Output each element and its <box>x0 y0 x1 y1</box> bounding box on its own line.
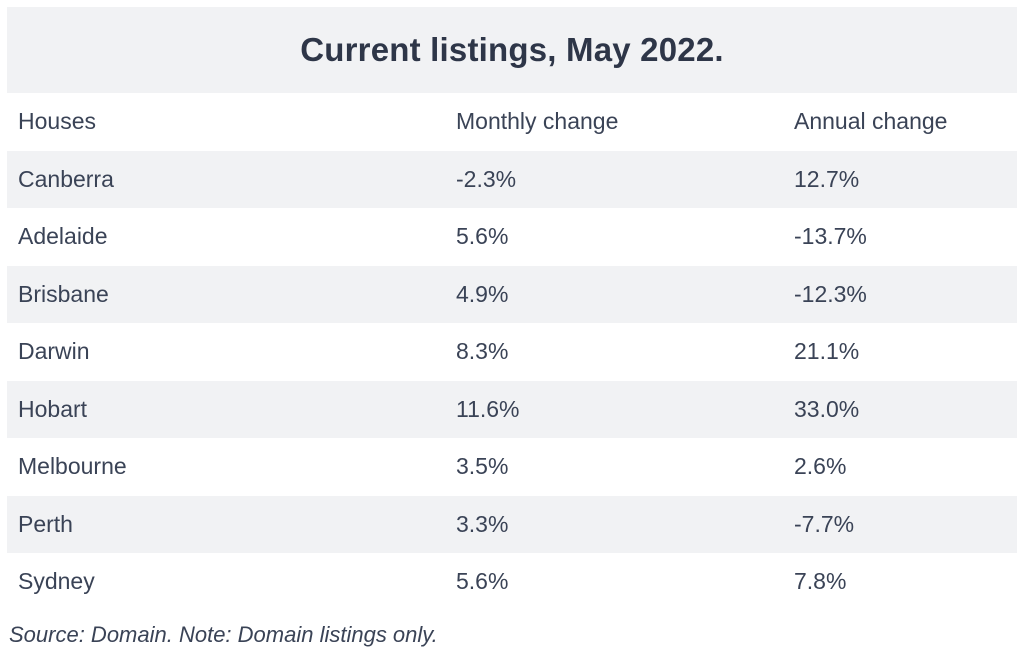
annual-change-cell: -12.3% <box>794 280 867 307</box>
annual-change-cell: -7.7% <box>794 510 855 537</box>
monthly-change-cell: -2.3% <box>456 165 517 192</box>
annual-change-cell: 33.0% <box>794 395 860 422</box>
listings-table: Houses Monthly change Annual change Canb… <box>7 93 1017 611</box>
monthly-change-cell: 5.6% <box>456 568 509 595</box>
monthly-change-cell: 11.6% <box>456 395 520 422</box>
monthly-change-cell: 5.6% <box>456 223 509 250</box>
header-row: Houses Monthly change Annual change <box>7 93 1017 151</box>
table-row: Sydney 5.6% 7.8% <box>7 553 1017 611</box>
annual-change-cell: 7.8% <box>794 568 847 595</box>
annual-change-cell: -13.7% <box>794 223 867 250</box>
annual-change-cell: 2.6% <box>794 453 847 480</box>
monthly-change-cell: 3.3% <box>456 510 509 537</box>
city-cell: Brisbane <box>18 280 109 307</box>
table-row: Darwin 8.3% 21.1% <box>7 323 1017 381</box>
monthly-change-cell: 4.9% <box>456 280 509 307</box>
city-cell: Canberra <box>18 165 114 192</box>
table-row: Hobart 11.6% 33.0% <box>7 380 1017 438</box>
table-row: Brisbane 4.9% -12.3% <box>7 265 1017 323</box>
header-monthly-change: Monthly change <box>456 108 619 135</box>
title-bar: Current listings, May 2022. <box>7 7 1017 93</box>
annual-change-cell: 12.7% <box>794 165 860 192</box>
monthly-change-cell: 8.3% <box>456 338 509 365</box>
city-cell: Adelaide <box>18 223 108 250</box>
header-houses: Houses <box>18 108 96 135</box>
city-cell: Perth <box>18 510 73 537</box>
table-row: Canberra -2.3% 12.7% <box>7 150 1017 208</box>
city-cell: Darwin <box>18 338 90 365</box>
table-row: Adelaide 5.6% -13.7% <box>7 208 1017 266</box>
table-title: Current listings, May 2022. <box>300 31 724 68</box>
table-row: Perth 3.3% -7.7% <box>7 495 1017 553</box>
annual-change-cell: 21.1% <box>794 338 860 365</box>
header-annual-change: Annual change <box>794 108 948 135</box>
city-cell: Melbourne <box>18 453 127 480</box>
listings-table-card: Current listings, May 2022. Houses Month… <box>7 7 1017 611</box>
table-row: Melbourne 3.5% 2.6% <box>7 438 1017 496</box>
monthly-change-cell: 3.5% <box>456 453 509 480</box>
city-cell: Sydney <box>18 568 95 595</box>
source-note: Source: Domain. Note: Domain listings on… <box>9 622 438 647</box>
city-cell: Hobart <box>18 395 88 422</box>
